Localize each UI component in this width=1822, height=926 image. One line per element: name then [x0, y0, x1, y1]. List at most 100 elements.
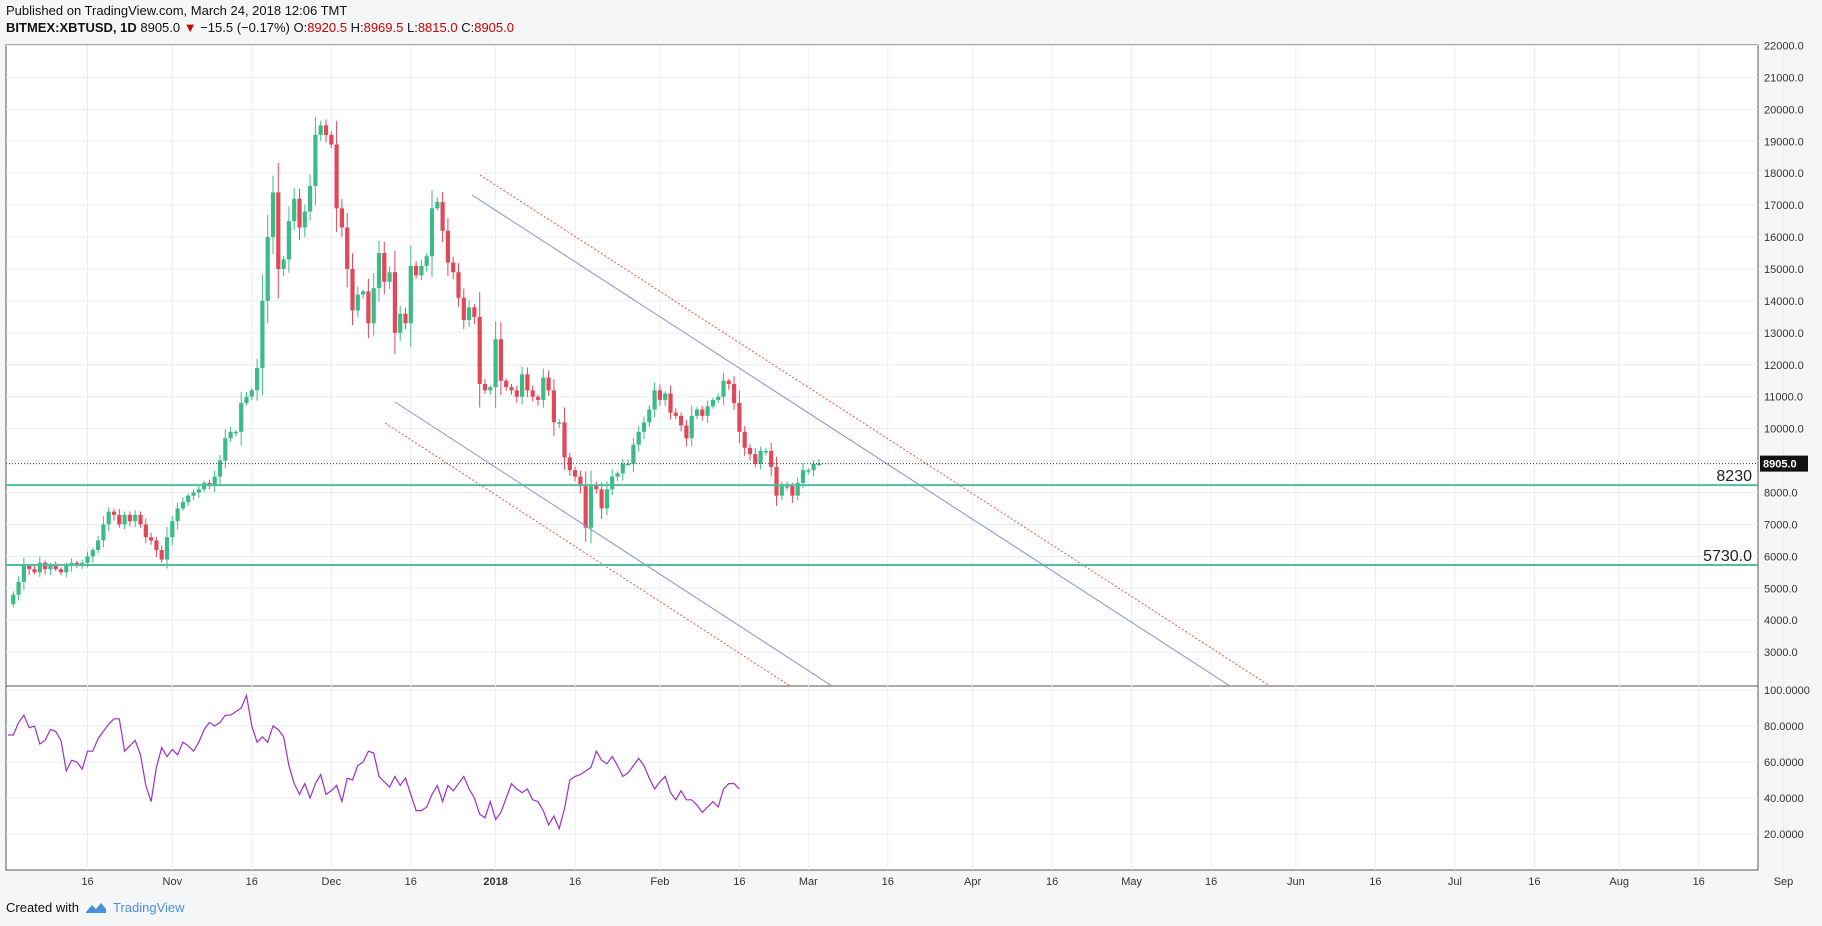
candle-body — [652, 390, 657, 410]
candle-body — [376, 253, 382, 289]
x-tick-label: May — [1121, 876, 1142, 888]
candle-body — [366, 291, 371, 324]
candle-body — [339, 208, 344, 228]
candle-body — [164, 537, 170, 560]
x-tick-label: 16 — [81, 876, 93, 888]
rsi-tick-label: 60.0000 — [1764, 757, 1804, 769]
support-label: 5730.0 — [1703, 548, 1752, 565]
price-tick-label: 12000.0 — [1764, 360, 1804, 372]
candle-body — [657, 390, 662, 400]
candle-body — [785, 486, 790, 488]
candle-body — [149, 537, 154, 541]
candle-body — [705, 406, 710, 416]
candle-body — [647, 409, 652, 423]
candle-body — [445, 230, 450, 263]
candle-body — [636, 431, 641, 445]
candle-body — [573, 470, 578, 477]
candle-body — [270, 192, 276, 238]
candle-body — [228, 431, 233, 439]
candle-body — [159, 549, 164, 560]
candle-body — [11, 594, 16, 605]
rsi-tick-label: 100.0000 — [1764, 685, 1810, 697]
candle-body — [37, 562, 42, 573]
candle-body — [297, 198, 302, 228]
candle-body — [223, 438, 228, 461]
price-tick-label: 18000.0 — [1764, 168, 1804, 180]
candle-body — [255, 367, 260, 391]
price-tick-label: 8000.0 — [1764, 488, 1798, 500]
candle-body — [345, 227, 350, 270]
x-tick-label: Aug — [1609, 876, 1629, 888]
candle-body — [387, 272, 392, 282]
candle-body — [578, 476, 583, 487]
current-price-badge-label: 8905.0 — [1763, 459, 1797, 471]
candle-body — [456, 272, 461, 298]
candle-body — [488, 387, 493, 391]
candle-body — [440, 201, 445, 231]
x-tick-label: 16 — [569, 876, 581, 888]
candle-body — [371, 288, 376, 324]
candle-body — [514, 390, 519, 397]
symbol-label: BITMEX:XBTUSD, 1D — [6, 20, 137, 35]
candle-body — [477, 316, 482, 384]
candle-body — [32, 569, 37, 573]
candle-body — [96, 540, 101, 550]
price-tick-label: 19000.0 — [1764, 136, 1804, 148]
price-tick-label: 15000.0 — [1764, 264, 1804, 276]
symbol-ohlc-line: BITMEX:XBTUSD, 1D 8905.0 ▼ −15.5 (−0.17%… — [6, 20, 514, 35]
candle-body — [403, 313, 408, 324]
candle-body — [435, 201, 440, 209]
candle-body — [790, 486, 795, 496]
candle-body — [382, 253, 387, 282]
rsi-tick-label: 20.0000 — [1764, 829, 1804, 841]
candle-body — [610, 476, 615, 490]
candle-body — [684, 425, 689, 439]
x-tick-label: Dec — [322, 876, 342, 888]
candle-body — [800, 470, 806, 483]
candle-body — [170, 521, 175, 538]
candle-body — [604, 489, 609, 509]
candle-body — [186, 495, 191, 503]
candle-body — [816, 463, 821, 466]
x-tick-label: 16 — [405, 876, 417, 888]
candle-body — [620, 463, 625, 474]
candle-body — [726, 380, 731, 384]
candle-body — [27, 565, 32, 570]
candle-body — [334, 144, 339, 209]
candle-body — [58, 569, 64, 573]
candle-body — [398, 313, 403, 333]
x-tick-label: 16 — [1693, 876, 1705, 888]
candle-body — [769, 450, 774, 467]
candle-body — [679, 415, 684, 426]
candle-body — [530, 390, 535, 397]
candle-body — [546, 377, 551, 391]
rsi-line — [8, 693, 740, 831]
candle-body — [721, 380, 726, 397]
candle-body — [631, 444, 636, 464]
candle-body — [811, 463, 816, 471]
price-tick-label: 11000.0 — [1764, 392, 1803, 404]
channel-lower-line — [394, 401, 833, 686]
tradingview-link[interactable]: TradingView — [85, 900, 185, 915]
price-tick-label: 14000.0 — [1764, 296, 1804, 308]
rsi-tick-label: 40.0000 — [1764, 793, 1804, 805]
channel-outer-upper-line — [479, 174, 1271, 686]
candle-body — [774, 466, 779, 496]
candle-body — [106, 511, 111, 525]
x-tick-label: 16 — [733, 876, 745, 888]
candle-body — [355, 294, 360, 311]
price-tick-label: 5000.0 — [1764, 583, 1798, 595]
candle-body — [641, 422, 647, 432]
candle-body — [90, 549, 95, 557]
candle-body — [753, 454, 758, 464]
candle-body — [504, 380, 509, 388]
price-tick-label: 22000.0 — [1764, 41, 1804, 53]
candle-body — [127, 514, 132, 522]
x-tick-label: Apr — [964, 876, 981, 888]
candle-body — [239, 403, 244, 432]
price-tick-label: 16000.0 — [1764, 232, 1804, 244]
price-tick-label: 13000.0 — [1764, 328, 1804, 340]
candle-body — [806, 470, 811, 472]
candle-body — [583, 486, 588, 528]
